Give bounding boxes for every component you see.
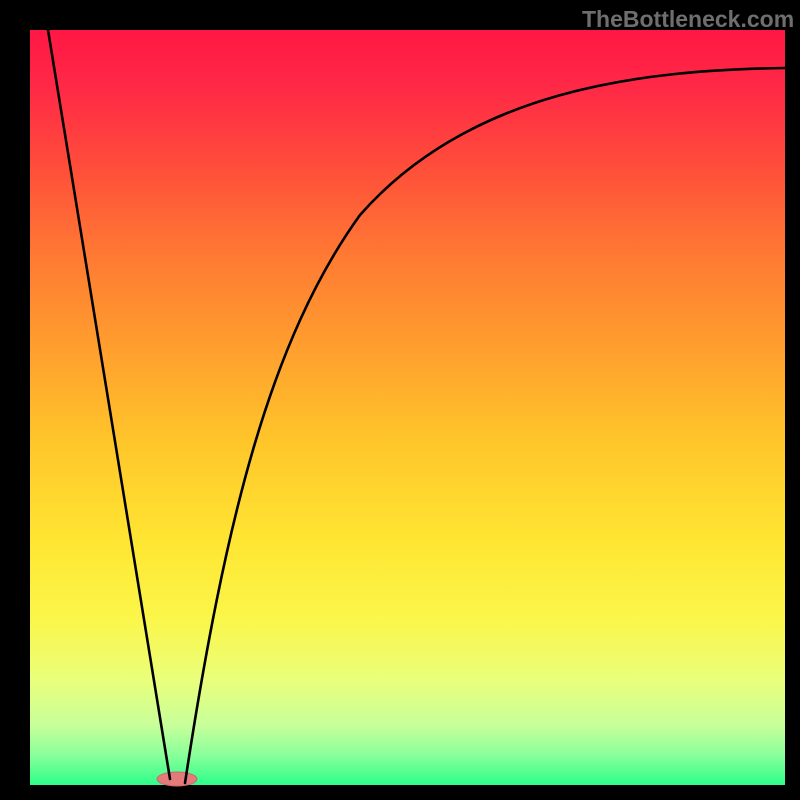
left-curve [48, 30, 170, 779]
bottleneck-curve [0, 0, 800, 800]
right-curve [185, 68, 785, 783]
valley-marker [157, 772, 197, 786]
chart-container: TheBottleneck.com [0, 0, 800, 800]
watermark-text: TheBottleneck.com [582, 6, 794, 33]
